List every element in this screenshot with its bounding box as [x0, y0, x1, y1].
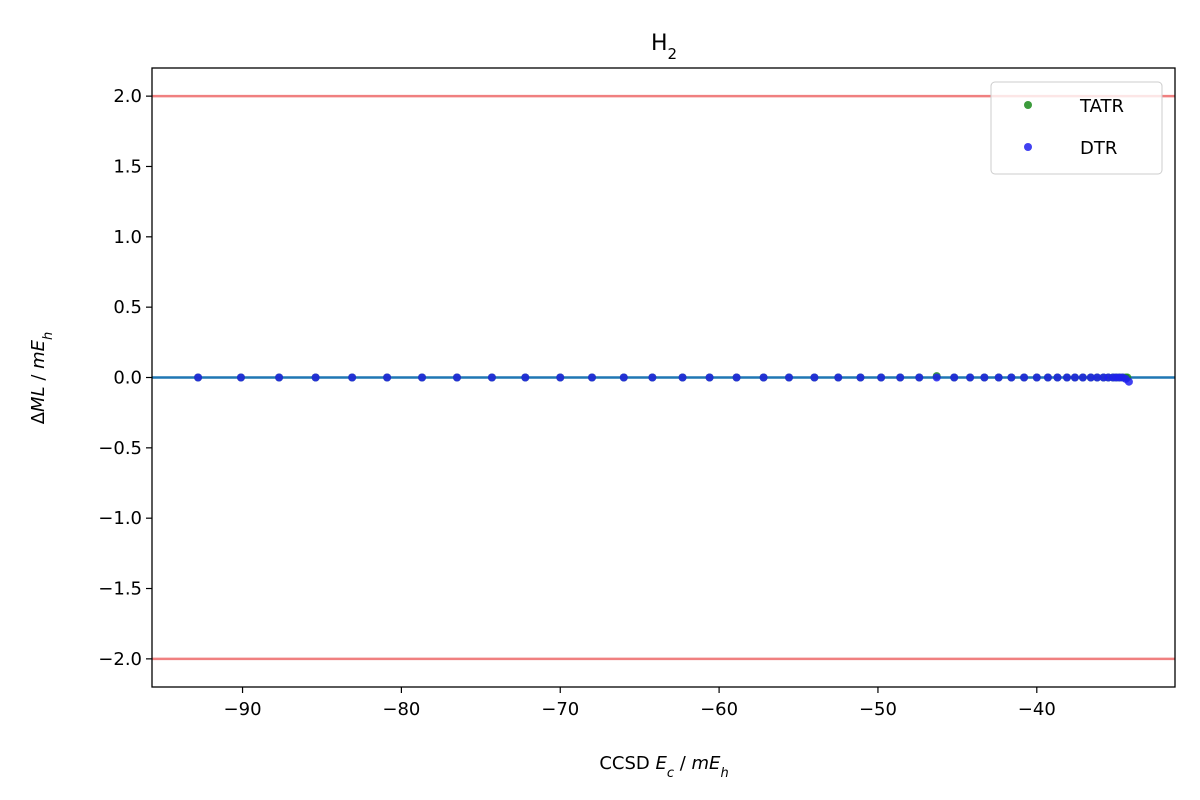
- y-tick-label: 0.5: [113, 297, 142, 318]
- x-tick-label: −50: [859, 699, 897, 720]
- data-point-dtr: [487, 373, 496, 382]
- y-axis-ticks: 2.0 1.5 1.0 0.5 0.0 −0.5 −1.0 −1.5 −2.0: [98, 86, 152, 670]
- data-point-dtr: [236, 373, 245, 382]
- data-point-dtr: [1043, 373, 1052, 382]
- x-tick-label: −80: [382, 699, 420, 720]
- chart-title: H2: [651, 31, 677, 63]
- data-point-dtr: [311, 373, 320, 382]
- legend-marker-dtr: [1024, 143, 1032, 151]
- data-points: [194, 372, 1133, 386]
- x-axis-label: CCSD Ec / mEh: [599, 753, 728, 781]
- data-point-dtr: [383, 373, 392, 382]
- data-point-dtr: [1062, 373, 1071, 382]
- data-point-dtr: [521, 373, 530, 382]
- data-point-dtr: [784, 373, 793, 382]
- y-tick-label: −1.0: [98, 508, 142, 529]
- data-point-dtr: [732, 373, 741, 382]
- y-axis-label: ΔML / mEh: [28, 332, 56, 425]
- y-tick-label: −2.0: [98, 649, 142, 670]
- y-tick-label: 2.0: [113, 86, 142, 107]
- data-point-dtr: [932, 373, 941, 382]
- data-point-dtr: [348, 373, 357, 382]
- legend: TATR DTR: [990, 81, 1163, 175]
- data-point-dtr: [452, 373, 461, 382]
- data-point-dtr: [648, 373, 657, 382]
- data-point-dtr: [980, 373, 989, 382]
- data-point-dtr: [877, 373, 886, 382]
- legend-marker-tatr: [1024, 101, 1032, 109]
- data-point-dtr: [705, 373, 714, 382]
- data-point-dtr: [678, 373, 687, 382]
- legend-label-dtr: DTR: [1080, 138, 1117, 159]
- data-point-dtr: [856, 373, 865, 382]
- series-dtr: [194, 373, 1133, 386]
- data-point-dtr: [1032, 373, 1041, 382]
- chart-title-main: H: [651, 31, 668, 56]
- data-point-dtr: [194, 373, 203, 382]
- data-point-dtr: [950, 373, 959, 382]
- data-point-dtr: [1020, 373, 1029, 382]
- legend-box: [990, 81, 1163, 175]
- y-tick-label: −0.5: [98, 438, 142, 459]
- x-tick-label: −90: [224, 699, 262, 720]
- data-point-dtr: [1078, 373, 1087, 382]
- data-point-dtr: [556, 373, 565, 382]
- data-point-dtr: [1093, 373, 1102, 382]
- legend-label-tatr: TATR: [1079, 96, 1124, 117]
- data-point-dtr: [418, 373, 427, 382]
- data-point-dtr: [1070, 373, 1079, 382]
- data-point-dtr: [810, 373, 819, 382]
- data-point-dtr: [994, 373, 1003, 382]
- y-tick-label: 1.5: [113, 156, 142, 177]
- data-point-dtr: [966, 373, 975, 382]
- data-point-dtr: [619, 373, 628, 382]
- x-tick-label: −60: [700, 699, 738, 720]
- data-point-dtr: [1124, 377, 1133, 386]
- y-tick-label: 0.0: [113, 368, 142, 389]
- data-point-dtr: [1053, 373, 1062, 382]
- data-point-dtr: [759, 373, 768, 382]
- x-tick-label: −70: [541, 699, 579, 720]
- data-point-dtr: [1007, 373, 1016, 382]
- x-tick-label: −40: [1018, 699, 1056, 720]
- x-axis-ticks: −90 −80 −70 −60 −50 −40: [224, 687, 1056, 720]
- y-tick-label: −1.5: [98, 579, 142, 600]
- data-point-dtr: [1086, 373, 1095, 382]
- data-point-dtr: [896, 373, 905, 382]
- y-tick-label: 1.0: [113, 227, 142, 248]
- chart-title-subscript: 2: [668, 45, 678, 63]
- data-point-dtr: [915, 373, 924, 382]
- data-point-dtr: [588, 373, 597, 382]
- data-point-dtr: [834, 373, 843, 382]
- data-point-dtr: [275, 373, 284, 382]
